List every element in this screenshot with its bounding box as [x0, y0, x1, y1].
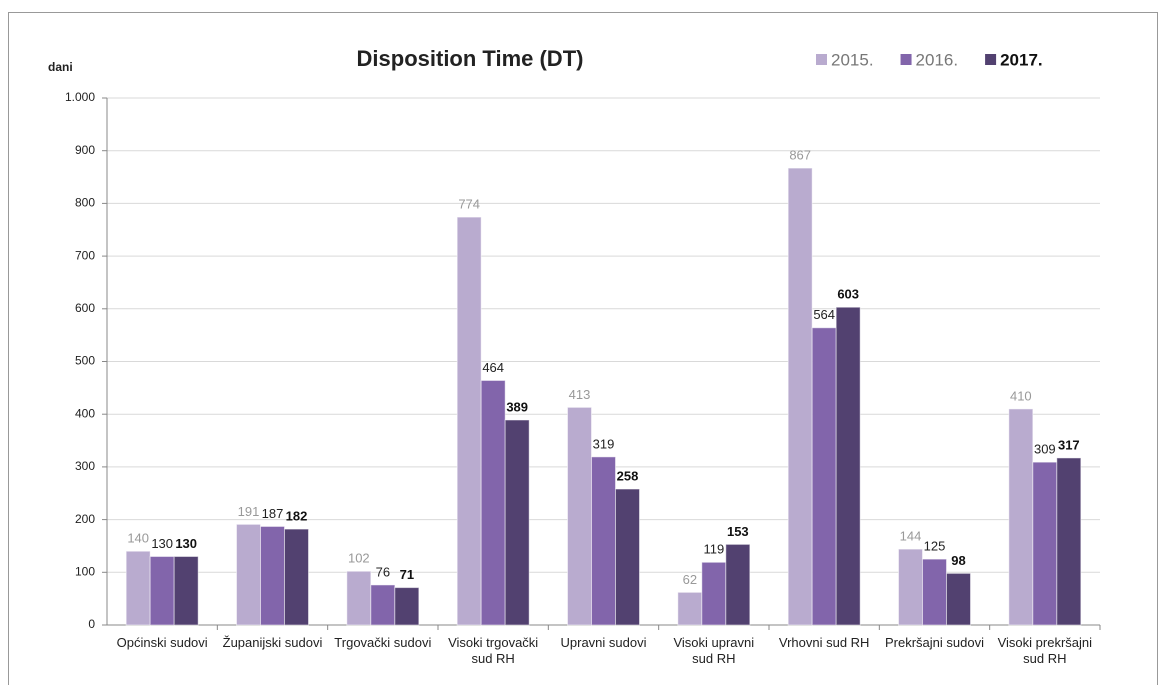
y-tick-label: 800: [75, 196, 95, 210]
value-label: 867: [789, 148, 811, 163]
bar: [125, 550, 151, 626]
bar: [591, 456, 616, 626]
bar: [922, 558, 947, 626]
x-tick-label: Županijski sudovi: [222, 635, 323, 650]
bar: [1008, 408, 1034, 626]
bar: [370, 584, 396, 626]
x-tick-label: Općinski sudovi: [116, 635, 208, 650]
legend-swatch: [816, 54, 827, 65]
bar: [1032, 461, 1058, 626]
value-label: 464: [482, 360, 504, 375]
bar: [456, 216, 482, 626]
value-label: 410: [1010, 388, 1032, 403]
y-tick-label: 900: [75, 143, 95, 157]
value-label: 76: [376, 564, 390, 579]
y-tick-label: 300: [75, 459, 95, 473]
bar: [504, 419, 530, 626]
y-tick-label: 700: [75, 248, 95, 262]
bar: [615, 488, 640, 626]
value-label: 187: [262, 506, 284, 521]
value-label: 125: [924, 539, 946, 554]
legend-label: 2017.: [1000, 50, 1043, 69]
value-label: 564: [813, 307, 835, 322]
value-label: 119: [703, 542, 724, 557]
value-label: 153: [727, 524, 749, 539]
legend-swatch: [985, 54, 997, 65]
legend-label: 2016.: [916, 50, 959, 69]
bar: [725, 543, 751, 626]
bar: [811, 327, 837, 626]
bar: [260, 525, 285, 626]
value-label: 603: [837, 287, 859, 302]
value-label: 309: [1034, 442, 1056, 457]
value-label: 191: [238, 504, 260, 519]
bar: [787, 167, 813, 626]
bar: [567, 406, 592, 626]
bar: [346, 570, 372, 626]
bar: [835, 306, 861, 626]
y-axis-label: dani: [48, 60, 73, 74]
value-label: 182: [286, 509, 308, 524]
y-tick-label: 100: [75, 564, 95, 578]
y-tick-label: 600: [75, 301, 95, 315]
x-tick-label: Trgovački sudovi: [334, 635, 432, 650]
value-label: 62: [683, 572, 697, 587]
value-label: 319: [593, 436, 615, 451]
bar: [236, 523, 261, 626]
value-label: 317: [1058, 437, 1080, 452]
y-tick-label: 0: [88, 617, 95, 631]
value-label: 102: [348, 551, 370, 566]
bar: [284, 528, 309, 626]
value-label: 140: [127, 531, 149, 546]
x-tick-label: Visoki trgovački sud RH: [448, 635, 539, 666]
value-label: 413: [569, 387, 591, 402]
legend-label: 2015.: [831, 50, 874, 69]
chart-frame: [8, 12, 1158, 685]
value-label: 98: [951, 553, 965, 568]
x-tick-label: Vrhovni sud RH: [778, 635, 870, 650]
x-tick-label: Visoki upravni sud RH: [673, 635, 755, 666]
x-tick-label: Upravni sudovi: [560, 635, 647, 650]
bar: [1056, 457, 1082, 626]
value-label: 144: [900, 529, 922, 544]
value-label: 130: [151, 536, 173, 551]
value-label: 130: [175, 536, 197, 551]
bar: [946, 572, 971, 626]
y-tick-label: 1.000: [65, 90, 95, 104]
bar: [149, 555, 175, 626]
x-tick-label: Visoki prekršajni sud RH: [997, 635, 1093, 666]
legend-swatch: [900, 54, 912, 65]
bar: [394, 587, 420, 626]
bar: [173, 555, 199, 626]
value-label: 774: [458, 197, 480, 212]
chart-title: Disposition Time (DT): [357, 46, 584, 71]
bar: [701, 561, 727, 626]
value-label: 389: [506, 399, 528, 414]
bar: [480, 379, 506, 626]
value-label: 71: [400, 567, 414, 582]
y-tick-label: 500: [75, 354, 95, 368]
bar: [677, 591, 703, 626]
y-tick-label: 200: [75, 512, 95, 526]
bar: [898, 548, 923, 626]
x-tick-label: Prekršajni sudovi: [885, 635, 984, 650]
value-label: 258: [617, 468, 639, 483]
y-tick-label: 400: [75, 406, 95, 420]
